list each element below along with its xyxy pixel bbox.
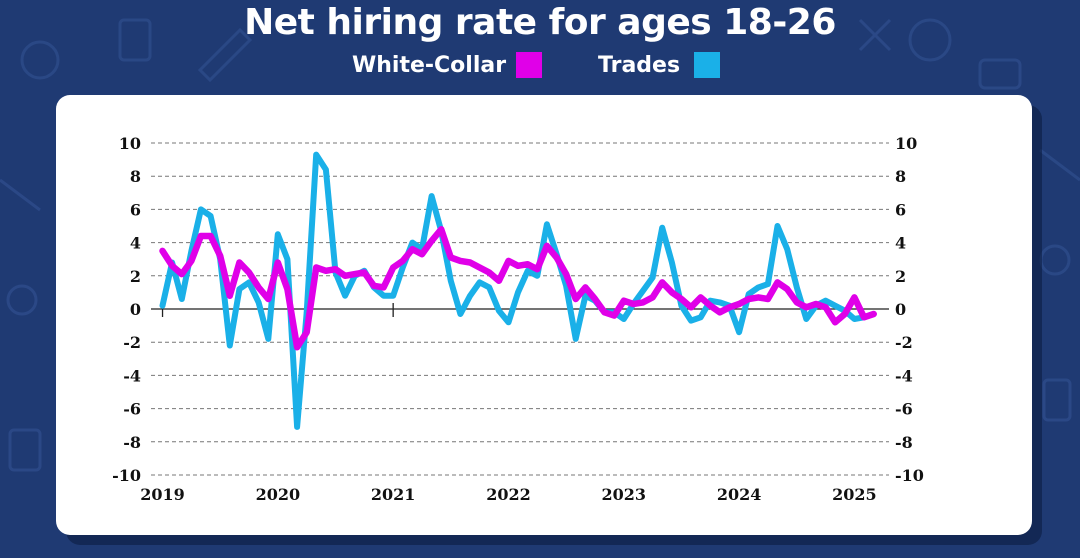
y-tick-label-left: -6 [123,400,141,419]
x-tick-label: 2023 [602,485,647,504]
y-tick-label-right: -6 [895,400,913,419]
legend-label-white-collar: White-Collar [352,52,507,78]
legend-item-trades: Trades [598,52,721,78]
y-tick-label-right: -10 [895,466,924,485]
legend-swatch-white-collar [516,52,543,78]
y-tick-label-right: -8 [895,433,913,452]
legend-label-trades: Trades [598,52,681,78]
line-chart: 10 108 86 64 42 20 0-2 -2-4 -4-6 -6-8 -8-10 -102019… [112,134,924,504]
y-tick-label-right: -4 [895,366,913,385]
y-tick-label-left: 2 [130,267,141,286]
legend-swatch-trades [694,52,721,78]
y-tick-label-left: 6 [130,200,141,219]
y-tick-label-left: -10 [112,466,141,485]
y-tick-label-right: 6 [895,200,906,219]
x-tick-label: 2025 [832,485,877,504]
chart-card: 10 10 8 8 6 6 4 4 2 2 0 0 -2 -2 -4 -4 -6 -6 -8 -8 -10 -10 2019… [56,95,1032,535]
legend-item-white-collar: White-Collar [352,52,543,78]
series-line-trades [159,151,877,430]
y-tick-label-right: 4 [895,234,906,253]
y-tick-label-left: 8 [130,167,141,186]
x-tick-label: 2024 [717,485,762,504]
y-tick-label-left: 10 [119,134,141,153]
y-tick-label-left: -4 [123,366,141,385]
series-line-white-collar [159,226,877,351]
y-tick-label-left: -2 [123,333,141,352]
legend: White-Collar Trades [0,52,1080,86]
y-tick-label-right: 10 [895,134,917,153]
x-tick-label: 2019 [140,485,185,504]
y-tick-label-right: 2 [895,267,906,286]
x-tick-label: 2021 [371,485,416,504]
chart-title: Net hiring rate for ages 18-26 [244,2,836,43]
x-tick-label: 2022 [486,485,531,504]
y-tick-label-right: -2 [895,333,913,352]
y-tick-label-left: -8 [123,433,141,452]
y-tick-label-right: 0 [895,300,906,319]
y-tick-label-right: 8 [895,167,906,186]
y-tick-label-left: 4 [130,234,141,253]
y-tick-label-left: 0 [130,300,141,319]
x-tick-label: 2020 [256,485,301,504]
